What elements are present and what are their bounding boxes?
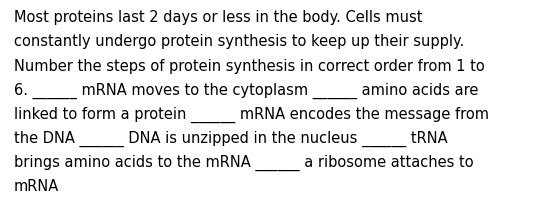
Text: linked to form a protein ______ mRNA encodes the message from: linked to form a protein ______ mRNA enc… (14, 107, 489, 123)
Text: Most proteins last 2 days or less in the body. Cells must: Most proteins last 2 days or less in the… (14, 10, 422, 25)
Text: brings amino acids to the mRNA ______ a ribosome attaches to: brings amino acids to the mRNA ______ a … (14, 155, 474, 171)
Text: mRNA: mRNA (14, 179, 59, 194)
Text: 6. ______ mRNA moves to the cytoplasm ______ amino acids are: 6. ______ mRNA moves to the cytoplasm __… (14, 83, 478, 99)
Text: the DNA ______ DNA is unzipped in the nucleus ______ tRNA: the DNA ______ DNA is unzipped in the nu… (14, 131, 448, 147)
Text: Number the steps of protein synthesis in correct order from 1 to: Number the steps of protein synthesis in… (14, 59, 485, 74)
Text: constantly undergo protein synthesis to keep up their supply.: constantly undergo protein synthesis to … (14, 34, 464, 50)
